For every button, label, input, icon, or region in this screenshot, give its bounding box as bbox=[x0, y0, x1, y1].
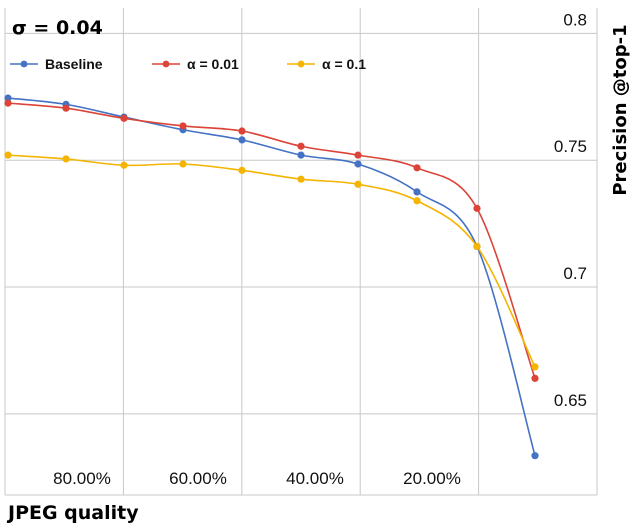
data-point bbox=[531, 452, 539, 460]
data-point bbox=[120, 161, 128, 169]
data-point bbox=[4, 151, 12, 159]
data-point bbox=[4, 99, 12, 107]
legend[interactable]: Baseline α = 0.01 α = 0.1 bbox=[10, 56, 366, 72]
x-tick-label: 80.00% bbox=[53, 469, 111, 488]
data-point bbox=[238, 166, 246, 174]
data-point bbox=[120, 114, 128, 122]
chart-title: σ = 0.04 bbox=[12, 17, 103, 39]
data-point bbox=[297, 142, 305, 150]
series-line bbox=[7, 154, 536, 368]
legend-label: α = 0.01 bbox=[187, 56, 239, 72]
y-tick-label: 0.7 bbox=[563, 264, 587, 283]
series-points bbox=[4, 94, 539, 460]
legend-swatch-marker bbox=[20, 60, 28, 68]
data-point bbox=[473, 242, 481, 251]
x-axis-label: JPEG quality bbox=[6, 502, 139, 524]
data-point bbox=[413, 188, 421, 196]
x-tick-label: 40.00% bbox=[286, 469, 344, 488]
y-tick-label: 0.65 bbox=[554, 391, 587, 410]
series-line bbox=[7, 102, 536, 379]
grid bbox=[4, 8, 598, 496]
data-point bbox=[62, 155, 70, 163]
x-tick-labels: 80.00% 60.00% 40.00% 20.00% bbox=[53, 469, 461, 488]
legend-swatch-marker bbox=[162, 60, 170, 68]
data-point bbox=[531, 363, 539, 371]
y-tick-label: 0.75 bbox=[554, 137, 587, 156]
y-tick-label: 0.8 bbox=[563, 10, 587, 29]
data-point bbox=[354, 151, 362, 159]
series-line bbox=[7, 97, 536, 456]
data-point bbox=[4, 94, 12, 102]
data-point bbox=[354, 180, 362, 188]
data-point bbox=[354, 160, 362, 168]
data-point bbox=[531, 374, 539, 382]
y-axis-label: Precision @top-1 bbox=[610, 24, 631, 195]
data-point bbox=[179, 122, 187, 130]
data-point bbox=[238, 127, 246, 135]
legend-label: α = 0.1 bbox=[322, 56, 366, 72]
legend-item[interactable]: α = 0.1 bbox=[287, 56, 366, 72]
data-point bbox=[238, 136, 246, 144]
data-point bbox=[62, 104, 70, 112]
x-tick-label: 60.00% bbox=[169, 469, 227, 488]
y-tick-labels: 0.65 0.7 0.75 0.8 bbox=[554, 10, 587, 409]
data-point bbox=[413, 164, 421, 172]
legend-item[interactable]: α = 0.01 bbox=[152, 56, 239, 72]
data-point bbox=[413, 197, 421, 205]
data-point bbox=[179, 160, 187, 168]
series-lines bbox=[7, 97, 536, 456]
data-point bbox=[473, 204, 481, 212]
legend-swatch-marker bbox=[297, 60, 305, 68]
data-point bbox=[297, 151, 305, 159]
legend-item[interactable]: Baseline bbox=[10, 56, 103, 72]
x-tick-label: 20.00% bbox=[403, 469, 461, 488]
legend-label: Baseline bbox=[45, 56, 103, 72]
data-point bbox=[297, 175, 305, 183]
